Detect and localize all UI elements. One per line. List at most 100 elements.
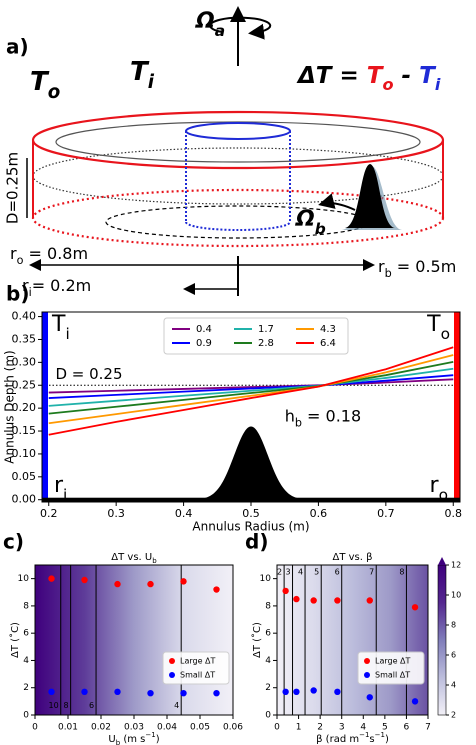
- rb-label-part: r: [378, 257, 385, 276]
- contour-label: 4: [174, 701, 179, 710]
- ri-label-part: r: [22, 276, 29, 295]
- surface-ellipse: [55, 121, 421, 163]
- y-tick-label: 8: [265, 601, 271, 611]
- y-tick-label: 4: [265, 656, 271, 666]
- x-axis-label-part: −1: [145, 731, 155, 739]
- data-point: [366, 694, 373, 701]
- plot-background: [35, 565, 233, 715]
- delta-t-part: T: [367, 63, 385, 89]
- contour-label: 4: [298, 567, 303, 576]
- legend-label: 2.8: [258, 338, 274, 349]
- outer-wall-label-part: T: [426, 312, 441, 337]
- outer-temp-part: o: [48, 82, 61, 103]
- data-point: [282, 688, 289, 696]
- omega-a-part: a: [215, 22, 225, 40]
- ro-label-part: = 0.8m: [23, 244, 88, 263]
- floor: [42, 497, 460, 502]
- outer-wall-label: To: [426, 312, 450, 343]
- y-tick-label: 2: [265, 683, 271, 693]
- x-tick-label: 1: [296, 723, 302, 733]
- colorbar-tick-label: 4: [451, 681, 456, 690]
- x-tick-label: 0.06: [223, 723, 243, 733]
- rb-label: rb = 0.5m: [378, 257, 456, 280]
- y-tick-label: 8: [23, 601, 29, 611]
- chart-panel: b) 0.2 0.3 0.4 0.5 0.6 0.7 0.8 0.00 0.05 0.10 0.15 0…: [3, 282, 463, 534]
- y-axis-label: ΔT (˚C): [251, 622, 263, 658]
- omega-a-part: Ω: [195, 9, 215, 34]
- x-axis-label-part: −1: [359, 731, 369, 739]
- contour-label: 5: [314, 567, 319, 576]
- y-tick-label: 2: [23, 683, 29, 693]
- inner-temp: Ti: [130, 57, 155, 93]
- x-axis-label-part: ): [156, 734, 160, 745]
- x-tick-label: 7: [425, 723, 431, 733]
- ro-label: ro = 0.8m: [10, 244, 88, 267]
- data-point: [147, 580, 154, 588]
- series-line: [48, 378, 454, 394]
- chart-panel: c)ΔT vs. Ub0 0.01 0.02 0.03 0.04 0.05 0.060246…: [3, 530, 243, 745]
- y-tick-label: 0: [265, 711, 271, 721]
- omega-b-part: b: [315, 220, 326, 238]
- x-tick-label: 2: [317, 723, 323, 733]
- data-point: [293, 595, 300, 603]
- contour-label: 2: [277, 567, 282, 576]
- data-point: [310, 597, 317, 604]
- x-tick-label: 0.2: [40, 507, 58, 520]
- x-axis-label-part: (m s: [120, 734, 145, 745]
- colorbar-tick-label: 2: [451, 711, 456, 720]
- x-tick-label: 0.6: [310, 507, 328, 520]
- delta-t-part: T: [419, 63, 437, 89]
- x-tick-label: 0.05: [190, 723, 210, 733]
- x-tick-label: 0.04: [157, 723, 177, 733]
- colorbar-tick-label: 8: [451, 621, 456, 630]
- x-tick-label: 0: [274, 723, 280, 733]
- inner-radius-label: ri: [54, 473, 67, 504]
- legend-swatch: [364, 672, 370, 678]
- contour-label: 3: [285, 567, 290, 576]
- outer-wall-label-part: o: [441, 324, 450, 342]
- omega-b: Ωb: [295, 207, 326, 238]
- y-tick-label: 10: [18, 574, 30, 584]
- outer-temp-part: T: [30, 67, 50, 97]
- legend-label: Small ΔT: [180, 671, 215, 680]
- legend-label: 4.3: [320, 324, 336, 335]
- outer-radius-label-part: o: [439, 485, 448, 503]
- ri-label-part: = 0.2m: [32, 276, 92, 295]
- x-tick-label: 0.3: [107, 507, 125, 520]
- outer-top: [31, 110, 445, 170]
- colorbar-tick-label: 6: [451, 651, 456, 660]
- x-tick-label: 0.7: [377, 507, 395, 520]
- plot-background: [277, 565, 428, 715]
- x-tick-label: 6: [404, 723, 410, 733]
- contour-label: 8: [64, 701, 69, 710]
- x-tick-label: 0.5: [242, 507, 260, 520]
- plot-frame: [41, 311, 461, 503]
- bump-label-part: h: [285, 406, 295, 425]
- series-line: [48, 367, 454, 407]
- bump: [345, 164, 395, 228]
- delta-t-part: -: [394, 63, 420, 89]
- panel-label: d): [245, 530, 268, 554]
- data-point: [411, 604, 419, 611]
- y-tick-label: 0: [23, 711, 29, 721]
- bump-label-part: b: [295, 416, 302, 429]
- data-point: [81, 576, 88, 584]
- y-tick-label: 0.20: [12, 401, 37, 414]
- data-point: [48, 575, 55, 582]
- data-point: [48, 688, 55, 696]
- panel-label: b): [6, 282, 29, 306]
- data-point: [213, 586, 220, 593]
- inner-bottom: [185, 221, 291, 231]
- x-tick-label: 0.03: [124, 723, 144, 733]
- legend-box: [163, 317, 349, 355]
- data-point: [334, 688, 341, 696]
- x-tick-label: 4: [360, 723, 366, 733]
- colorbar-tick-label: 10: [451, 591, 461, 600]
- y-tick-label: 6: [265, 629, 271, 639]
- data-point: [293, 688, 300, 696]
- chart-title-part: ΔT vs. U: [111, 552, 152, 563]
- legend-swatch: [364, 658, 370, 664]
- plot-frame: [276, 564, 429, 716]
